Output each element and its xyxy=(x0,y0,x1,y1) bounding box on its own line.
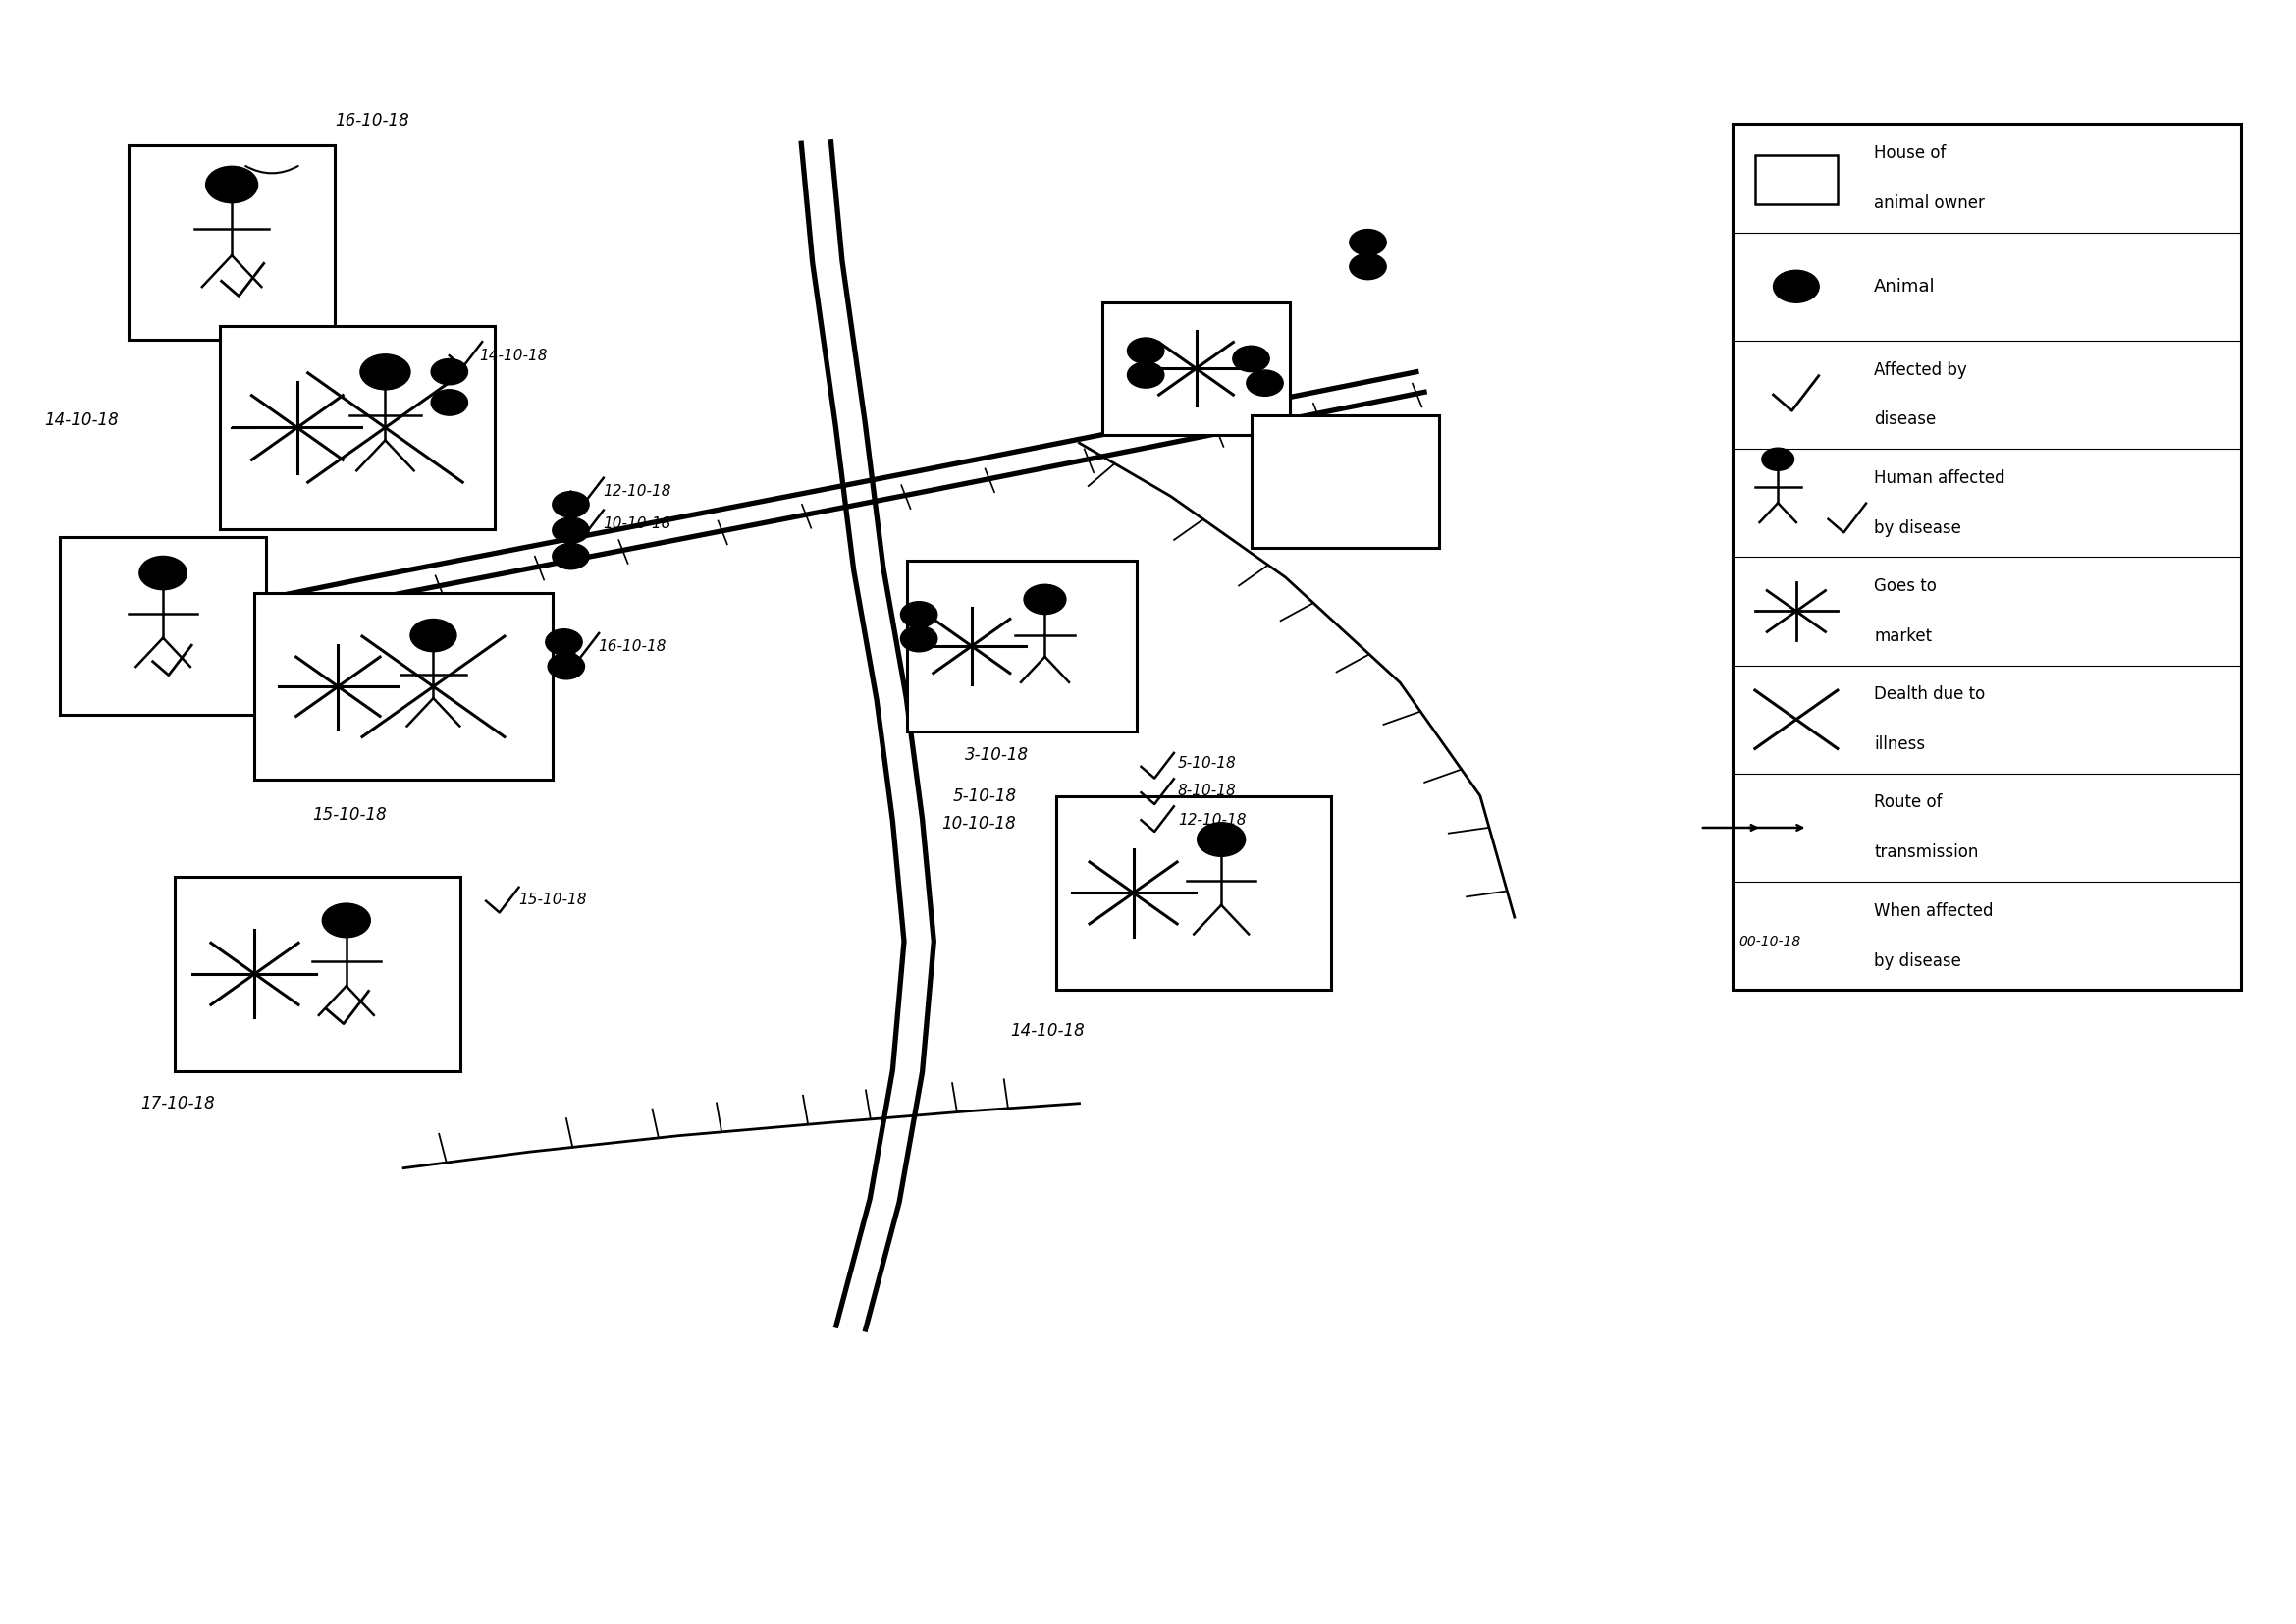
Circle shape xyxy=(1761,448,1793,471)
Circle shape xyxy=(140,555,186,590)
Text: 16-10-18: 16-10-18 xyxy=(335,112,409,130)
Circle shape xyxy=(207,166,257,203)
Text: Affected by: Affected by xyxy=(1874,361,1968,378)
Circle shape xyxy=(1247,370,1283,396)
Bar xyxy=(129,145,335,339)
Bar xyxy=(255,593,553,780)
Text: 10-10-18: 10-10-18 xyxy=(604,516,670,531)
Text: 8-10-18: 8-10-18 xyxy=(1178,784,1238,799)
Bar xyxy=(220,326,496,529)
Text: When affected: When affected xyxy=(1874,901,1993,919)
Bar xyxy=(907,562,1137,731)
Bar xyxy=(1754,156,1837,205)
Text: animal owner: animal owner xyxy=(1874,195,1986,213)
Circle shape xyxy=(549,653,585,679)
Text: Goes to: Goes to xyxy=(1874,578,1938,594)
Text: market: market xyxy=(1874,627,1933,645)
Text: by disease: by disease xyxy=(1874,520,1961,538)
Circle shape xyxy=(360,354,411,390)
Circle shape xyxy=(1127,362,1164,388)
Text: Animal: Animal xyxy=(1874,278,1936,296)
Text: Route of: Route of xyxy=(1874,794,1942,812)
Text: disease: disease xyxy=(1874,411,1936,429)
Text: 15-10-18: 15-10-18 xyxy=(519,892,585,906)
Text: 10-10-18: 10-10-18 xyxy=(941,815,1017,831)
Circle shape xyxy=(432,390,468,416)
Text: illness: illness xyxy=(1874,736,1926,754)
Text: 14-10-18: 14-10-18 xyxy=(480,348,546,362)
Bar xyxy=(1251,416,1440,549)
Circle shape xyxy=(546,628,583,654)
Circle shape xyxy=(900,601,937,627)
Text: by disease: by disease xyxy=(1874,952,1961,970)
Text: 00-10-18: 00-10-18 xyxy=(1738,935,1800,948)
Text: Dealth due to: Dealth due to xyxy=(1874,685,1986,703)
Circle shape xyxy=(432,359,468,385)
Circle shape xyxy=(1233,346,1270,372)
Text: 16-10-18: 16-10-18 xyxy=(599,640,666,654)
Circle shape xyxy=(553,518,590,544)
Text: 15-10-18: 15-10-18 xyxy=(312,807,386,823)
Text: 5-10-18: 5-10-18 xyxy=(1178,757,1238,771)
Text: 3-10-18: 3-10-18 xyxy=(964,747,1029,765)
Bar xyxy=(1731,123,2241,991)
Circle shape xyxy=(321,903,370,937)
Circle shape xyxy=(411,619,457,651)
Bar xyxy=(1102,302,1290,435)
Bar xyxy=(174,877,461,1070)
Text: 12-10-18: 12-10-18 xyxy=(604,484,670,499)
Text: 17-10-18: 17-10-18 xyxy=(140,1095,214,1112)
Text: House of: House of xyxy=(1874,145,1947,162)
Circle shape xyxy=(1350,253,1387,279)
Circle shape xyxy=(1024,585,1065,614)
Circle shape xyxy=(900,625,937,651)
Circle shape xyxy=(1773,270,1818,302)
Text: 5-10-18: 5-10-18 xyxy=(953,788,1017,804)
Text: 12-10-18: 12-10-18 xyxy=(1178,812,1247,828)
Text: 14-10-18: 14-10-18 xyxy=(1010,1021,1086,1039)
Circle shape xyxy=(553,492,590,518)
Circle shape xyxy=(1127,338,1164,364)
Text: Human affected: Human affected xyxy=(1874,469,2004,487)
Bar xyxy=(1056,796,1332,991)
Circle shape xyxy=(1350,229,1387,255)
Circle shape xyxy=(553,544,590,570)
Bar xyxy=(60,538,266,715)
Text: 14-10-18: 14-10-18 xyxy=(44,411,119,429)
Circle shape xyxy=(1196,822,1244,856)
Text: transmission: transmission xyxy=(1874,844,1979,862)
